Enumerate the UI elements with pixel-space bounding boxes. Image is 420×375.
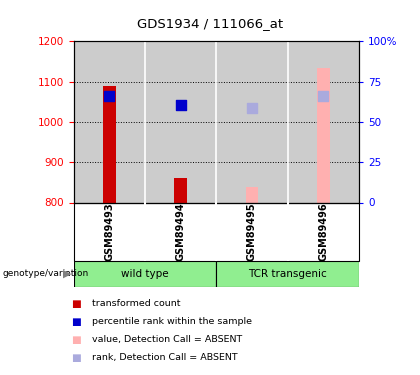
Bar	[216, 41, 288, 203]
Text: value, Detection Call = ABSENT: value, Detection Call = ABSENT	[92, 335, 243, 344]
Text: ■: ■	[71, 317, 81, 327]
Bar	[145, 41, 216, 203]
Point	[177, 102, 184, 108]
Text: ▶: ▶	[63, 269, 71, 279]
Text: GSM89495: GSM89495	[247, 202, 257, 261]
Text: wild type: wild type	[121, 269, 169, 279]
Point	[106, 93, 113, 99]
FancyBboxPatch shape	[216, 261, 359, 287]
Bar	[74, 41, 145, 203]
Bar	[317, 68, 330, 203]
Text: genotype/variation: genotype/variation	[2, 269, 88, 278]
Text: TCR transgenic: TCR transgenic	[248, 269, 327, 279]
Text: transformed count: transformed count	[92, 299, 181, 308]
Text: ■: ■	[71, 335, 81, 345]
Text: ■: ■	[71, 353, 81, 363]
Text: GSM89493: GSM89493	[104, 202, 114, 261]
Bar	[246, 187, 258, 202]
Bar	[174, 177, 187, 203]
Text: GDS1934 / 111066_at: GDS1934 / 111066_at	[137, 17, 283, 30]
Text: percentile rank within the sample: percentile rank within the sample	[92, 317, 252, 326]
Bar	[288, 41, 359, 203]
Text: GSM89496: GSM89496	[318, 202, 328, 261]
Text: ■: ■	[71, 299, 81, 309]
FancyBboxPatch shape	[74, 261, 216, 287]
Point	[320, 93, 327, 99]
Point	[249, 105, 255, 111]
Text: GSM89494: GSM89494	[176, 202, 186, 261]
Text: rank, Detection Call = ABSENT: rank, Detection Call = ABSENT	[92, 353, 238, 362]
Bar	[103, 86, 116, 202]
